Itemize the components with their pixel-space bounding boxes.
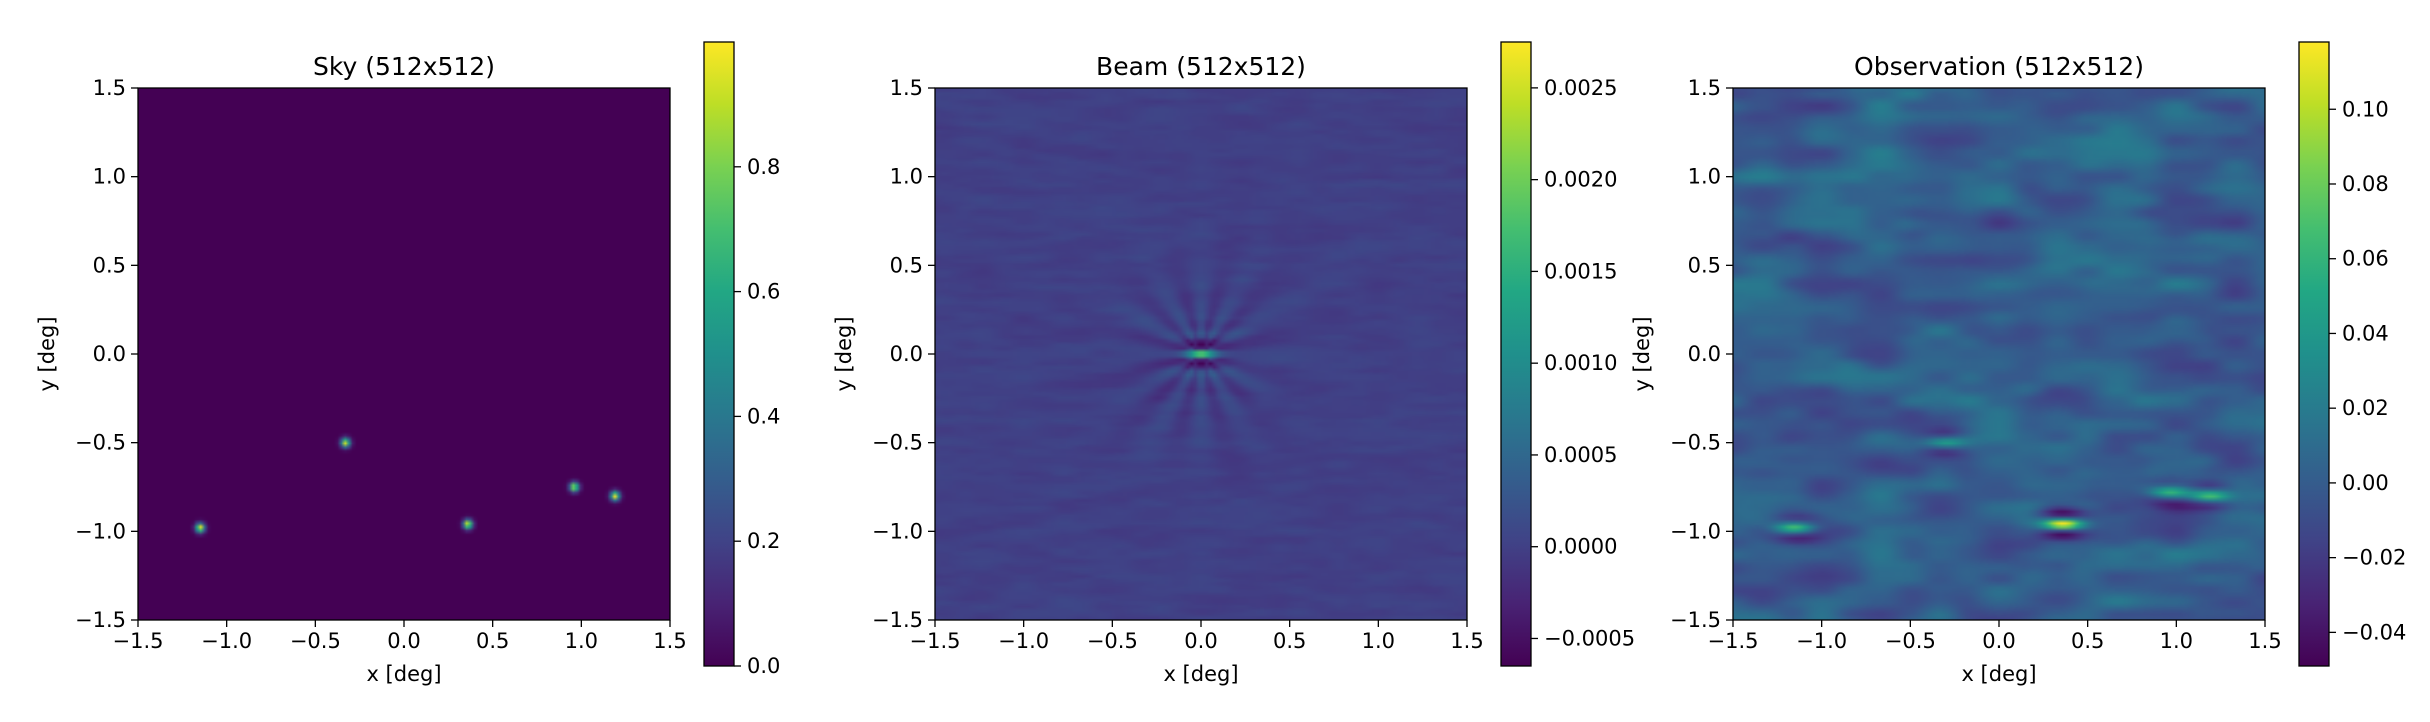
beam-x-tick-label: −1.0 — [998, 629, 1049, 653]
beam-x-tick-label: 0.5 — [1273, 629, 1306, 653]
observation-colorbar-tick-label: 0.06 — [2342, 247, 2389, 271]
beam-y-tick-label: −1.5 — [872, 608, 923, 632]
observation-y-tick-label: 1.5 — [1688, 76, 1721, 100]
sky-colorbar-tick-label: 0.6 — [747, 280, 780, 304]
beam-y-tick-label: 0.0 — [890, 342, 923, 366]
observation-colorbar-tick-label: 0.00 — [2342, 471, 2389, 495]
observation-x-tick-label: −0.5 — [1885, 629, 1936, 653]
observation-y-tick-label: 0.5 — [1688, 253, 1721, 277]
sky-y-axis-label: y [deg] — [35, 316, 59, 391]
sky-x-axis-label: x [deg] — [366, 662, 441, 686]
sky-x-tick-label: −1.5 — [113, 629, 164, 653]
observation-x-tick-label: −1.0 — [1796, 629, 1847, 653]
sky-x-tick-label: −0.5 — [290, 629, 341, 653]
sky-y-tick-label: −1.0 — [75, 519, 126, 543]
sky-x-tick-label: 1.0 — [565, 629, 598, 653]
observation-x-tick-label: 1.0 — [2160, 629, 2193, 653]
beam-y-tick-label: 0.5 — [890, 253, 923, 277]
beam-colorbar-tick-label: 0.0020 — [1544, 168, 1617, 192]
observation-y-tick-label: −1.0 — [1670, 519, 1721, 543]
sky-x-tick-label: 0.0 — [387, 629, 420, 653]
beam-y-axis-label: y [deg] — [832, 316, 856, 391]
observation-colorbar-tick-label: 0.04 — [2342, 321, 2389, 345]
sky-y-tick-label: −1.5 — [75, 608, 126, 632]
beam-x-axis-label: x [deg] — [1163, 662, 1238, 686]
beam-colorbar-tick-label: 0.0005 — [1544, 443, 1617, 467]
sky-y-tick-label: 1.0 — [93, 165, 126, 189]
beam-y-tick-label: 1.5 — [890, 76, 923, 100]
beam-y-tick-label: 1.0 — [890, 165, 923, 189]
sky-colorbar-tick-label: 0.0 — [747, 654, 780, 678]
beam-heatmap-image — [935, 88, 1467, 620]
observation-title: Observation (512x512) — [1854, 52, 2144, 81]
sky-y-tick-label: 1.5 — [93, 76, 126, 100]
observation-panel: Observation (512x512) −1.5 −1.0 −0.5 0.0 0.5 1… — [1630, 41, 2406, 686]
sky-colorbar-tick-label: 0.2 — [747, 529, 780, 553]
sky-colorbar-frame — [703, 41, 735, 667]
beam-colorbar-tick-label: 0.0025 — [1544, 76, 1617, 100]
observation-colorbar-tick-label: −0.02 — [2342, 546, 2406, 570]
sky-colorbar — [704, 42, 734, 666]
beam-colorbar — [1501, 42, 1531, 666]
sky-x-tick-label: 0.5 — [476, 629, 509, 653]
observation-x-tick-label: −1.5 — [1708, 629, 1759, 653]
sky-title: Sky (512x512) — [313, 52, 495, 81]
beam-x-tick-label: 1.5 — [1450, 629, 1483, 653]
sky-y-tick-label: 0.5 — [93, 253, 126, 277]
observation-x-tick-label: 0.5 — [2071, 629, 2104, 653]
sky-colorbar-tick-label: 0.4 — [747, 404, 780, 428]
sky-y-tick-label: −0.5 — [75, 431, 126, 455]
sky-heatmap-image — [138, 88, 670, 620]
observation-colorbar-tick-label: 0.10 — [2342, 97, 2389, 121]
beam-title: Beam (512x512) — [1096, 52, 1306, 81]
beam-colorbar-tick-label: −0.0005 — [1544, 626, 1635, 650]
observation-colorbar-tick-label: −0.04 — [2342, 620, 2406, 644]
observation-colorbar-frame — [2298, 41, 2330, 667]
sky-x-tick-label: −1.0 — [201, 629, 252, 653]
beam-colorbar-tick-label: 0.0000 — [1544, 535, 1617, 559]
beam-panel: Beam (512x512) −1.5 −1.0 −0.5 0.0 0.5 1.0 1.5 1.… — [832, 41, 1635, 686]
observation-y-tick-label: −1.5 — [1670, 608, 1721, 632]
beam-x-tick-label: 1.0 — [1362, 629, 1395, 653]
observation-heatmap-image — [1733, 88, 2265, 620]
beam-y-tick-label: −0.5 — [872, 431, 923, 455]
observation-y-tick-label: 0.0 — [1688, 342, 1721, 366]
observation-x-tick-label: 0.0 — [1982, 629, 2015, 653]
beam-y-tick-label: −1.0 — [872, 519, 923, 543]
observation-y-axis-label: y [deg] — [1630, 316, 1654, 391]
observation-y-tick-label: 1.0 — [1688, 165, 1721, 189]
observation-colorbar — [2299, 42, 2329, 666]
beam-x-tick-label: 0.0 — [1184, 629, 1217, 653]
sky-colorbar-tick-label: 0.8 — [747, 155, 780, 179]
observation-x-tick-label: 1.5 — [2248, 629, 2281, 653]
observation-y-tick-label: −0.5 — [1670, 431, 1721, 455]
observation-colorbar-tick-label: 0.02 — [2342, 396, 2389, 420]
beam-colorbar-tick-label: 0.0010 — [1544, 351, 1617, 375]
beam-colorbar-tick-label: 0.0015 — [1544, 259, 1617, 283]
sky-panel: Sky (512x512) −1.5 −1.0 −0.5 0.0 0.5 1.0 1.5 1.5… — [35, 41, 780, 686]
beam-x-tick-label: −0.5 — [1087, 629, 1138, 653]
sky-y-tick-label: 0.0 — [93, 342, 126, 366]
beam-colorbar-frame — [1500, 41, 1532, 667]
observation-x-axis-label: x [deg] — [1961, 662, 2036, 686]
sky-x-tick-label: 1.5 — [653, 629, 686, 653]
beam-x-tick-label: −1.5 — [910, 629, 961, 653]
observation-colorbar-tick-label: 0.08 — [2342, 172, 2389, 196]
